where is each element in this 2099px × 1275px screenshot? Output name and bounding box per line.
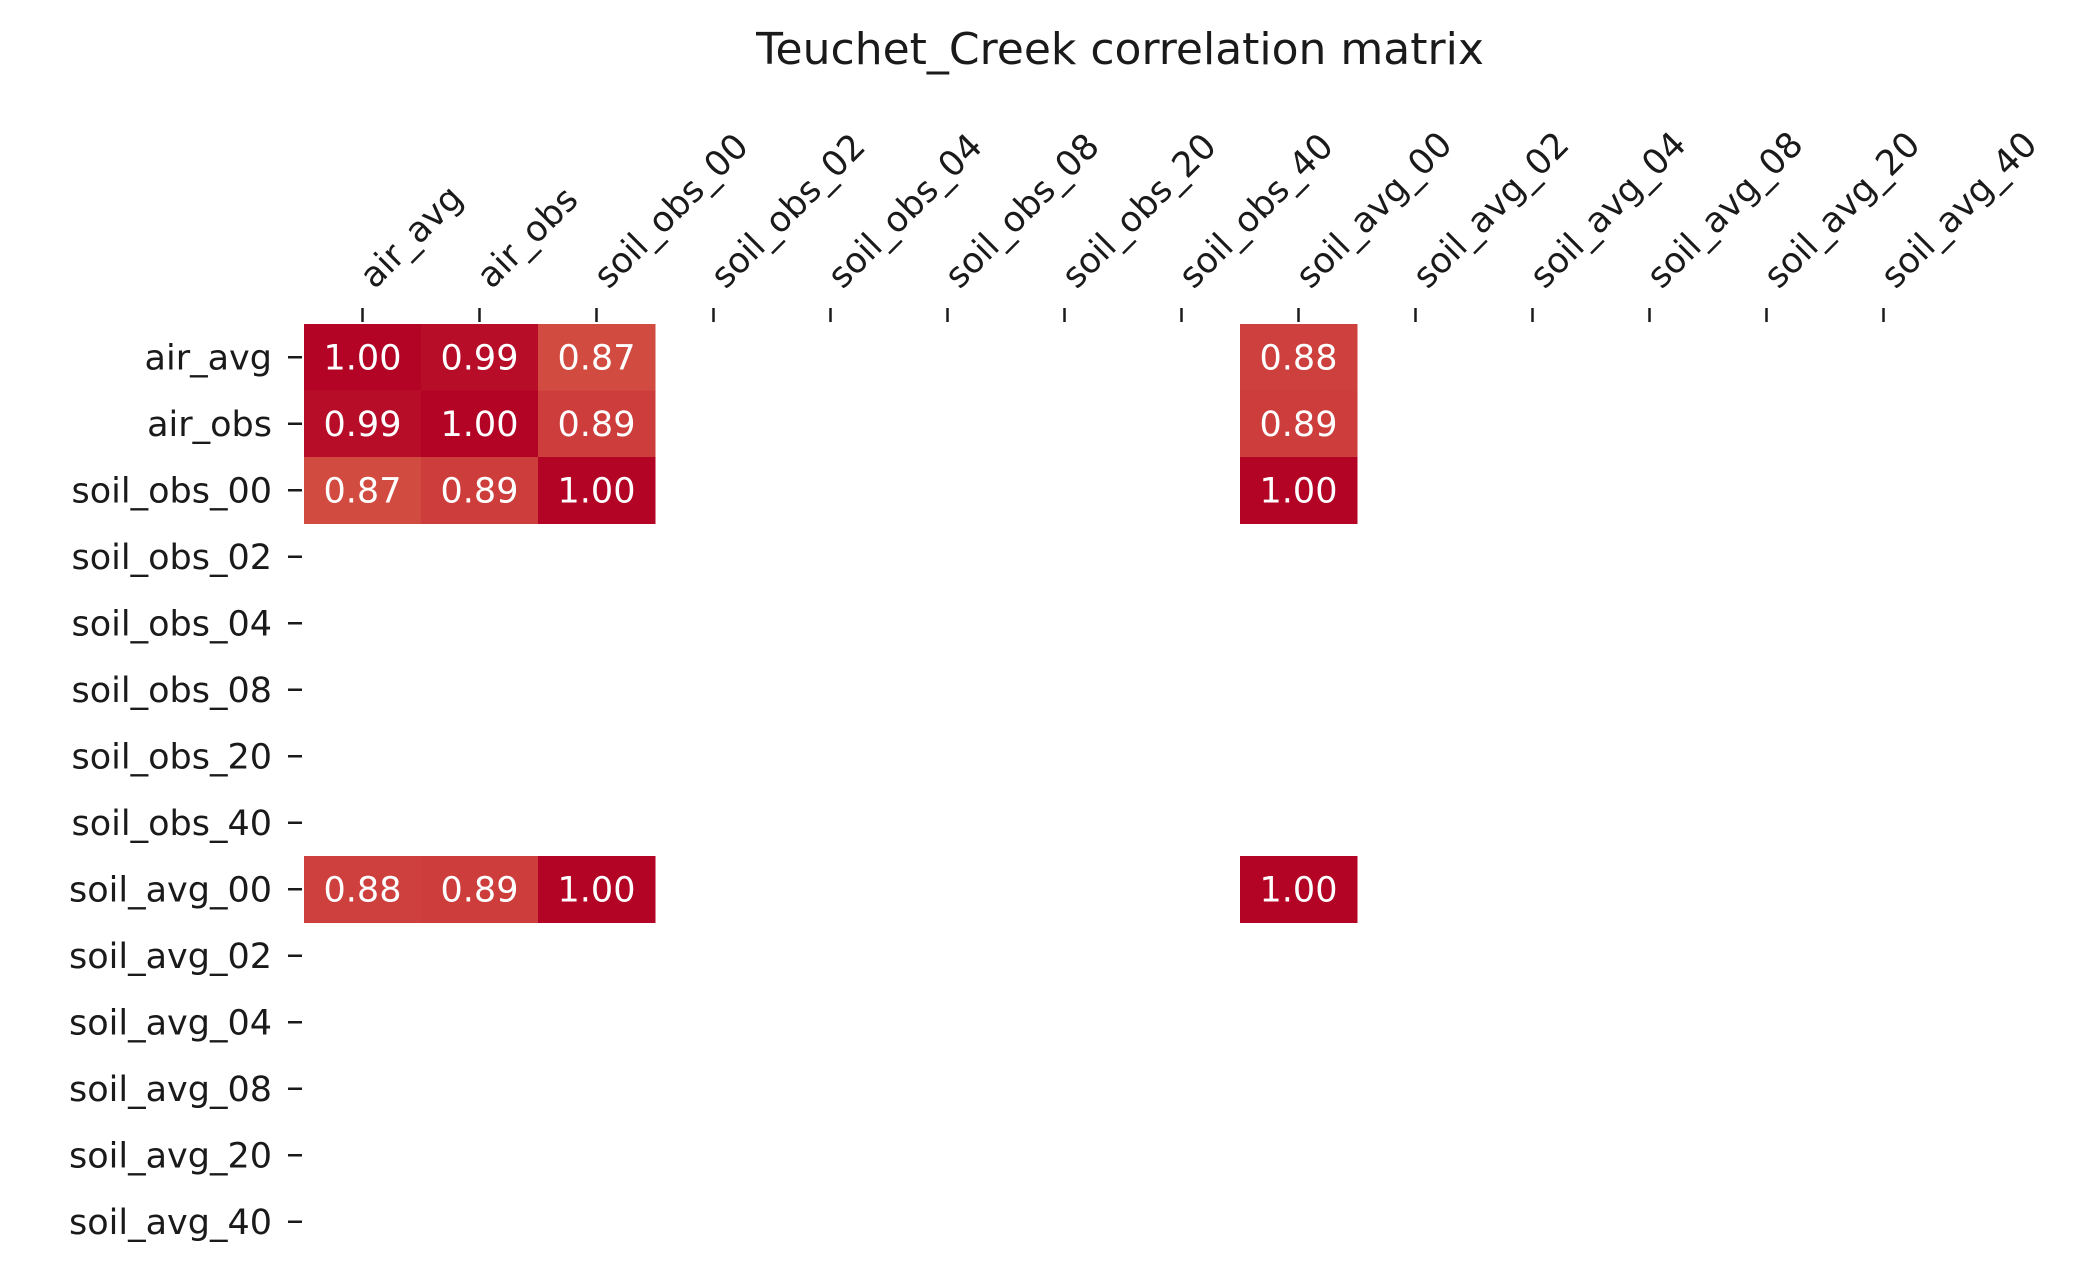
cell-value-label: 0.89	[441, 870, 519, 910]
heatmap-cell	[421, 856, 539, 923]
cell-value-label: 0.88	[324, 870, 402, 910]
y-tick-label: soil_obs_04	[72, 604, 273, 644]
y-tick-label: soil_avg_40	[69, 1203, 272, 1243]
cell-value-label: 0.89	[558, 405, 636, 445]
y-tick-label: soil_avg_00	[69, 870, 272, 910]
heatmap-cell	[304, 324, 422, 391]
cell-value-label: 0.99	[441, 338, 519, 378]
heatmap-cell	[421, 324, 539, 391]
heatmap-cell	[1240, 324, 1358, 391]
heatmap-cell	[538, 390, 656, 458]
heatmap-cell	[1240, 856, 1358, 923]
cell-value-label: 0.87	[324, 471, 402, 511]
heatmap-cell	[421, 390, 539, 458]
cell-value-label: 1.00	[324, 338, 402, 378]
y-tick-label: soil_avg_04	[69, 1003, 272, 1043]
y-axis: air_avg air_obs soil_obs_00 soil_obs_02soil…	[69, 338, 302, 1243]
cell-value-label: 0.89	[1260, 405, 1338, 445]
cell-value-label: 0.89	[441, 471, 519, 511]
heatmap-cell	[1240, 457, 1358, 524]
cell-value-label: 1.00	[441, 405, 519, 445]
cell-value-label: 0.99	[324, 405, 402, 445]
heatmap-cell	[538, 324, 656, 391]
chart-title: Teuchet_Creek correlation matrix	[755, 24, 1484, 75]
heatmap-cells: 1.00 0.99 0.87 0.88 0.99 1.00 0.89 0.89 0.87 0.89…	[304, 324, 1358, 923]
cell-value-label: 1.00	[558, 471, 636, 511]
y-tick-label: soil_obs_08	[72, 671, 273, 711]
y-tick-label: soil_avg_20	[69, 1136, 272, 1176]
heatmap-cell	[538, 457, 656, 524]
cell-value-label: 1.00	[558, 870, 636, 910]
cell-value-label: 0.88	[1260, 338, 1338, 378]
y-tick-label: soil_obs_40	[72, 804, 273, 844]
y-tick-label: air_avg	[145, 338, 272, 378]
x-tick-label: air_avg	[353, 178, 471, 296]
y-tick-label: soil_avg_02	[69, 937, 272, 977]
heatmap-cell	[1240, 390, 1358, 458]
cell-value-label: 1.00	[1260, 471, 1338, 511]
y-tick-label: soil_obs_00	[72, 471, 273, 511]
heatmap-cell	[304, 856, 422, 923]
y-tick-label: air_obs	[147, 405, 272, 445]
y-tick-label: soil_avg_08	[69, 1070, 272, 1110]
heatmap-cell	[421, 457, 539, 524]
x-tick-label: air_obs	[470, 180, 587, 297]
heatmap-cell	[304, 457, 422, 524]
y-tick-label: soil_obs_02	[72, 538, 273, 578]
heatmap-cell	[304, 390, 422, 458]
heatmap-cell	[538, 856, 656, 923]
cell-value-label: 0.87	[558, 338, 636, 378]
y-tick-label: soil_obs_20	[72, 737, 273, 777]
cell-value-label: 1.00	[1260, 870, 1338, 910]
